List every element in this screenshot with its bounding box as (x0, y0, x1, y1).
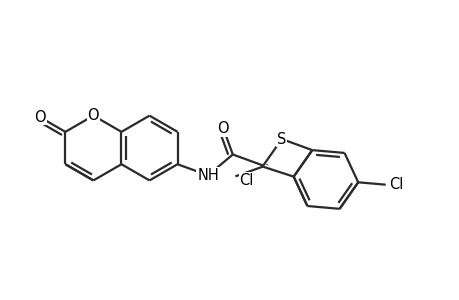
Text: O: O (217, 121, 229, 136)
Text: S: S (276, 131, 286, 146)
Text: O: O (87, 108, 99, 123)
Text: Cl: Cl (239, 173, 253, 188)
Text: Cl: Cl (389, 177, 403, 192)
Text: NH: NH (197, 168, 218, 183)
Text: O: O (34, 110, 46, 125)
